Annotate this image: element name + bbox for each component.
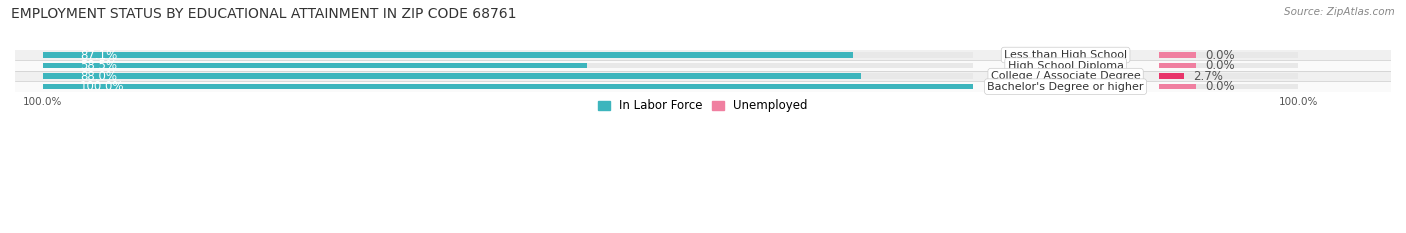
Text: 87.1%: 87.1% [80,48,117,62]
Bar [1159,52,1298,58]
Legend: In Labor Force, Unemployed: In Labor Force, Unemployed [593,94,813,117]
Bar [44,84,973,89]
Text: 2.7%: 2.7% [1192,70,1223,82]
Bar [44,52,973,58]
Bar [44,73,860,79]
Text: College / Associate Degree: College / Associate Degree [991,71,1140,81]
Bar [44,84,973,89]
Text: 58.5%: 58.5% [80,59,117,72]
Bar [0,60,1391,71]
Bar [0,81,1391,92]
Bar [1159,73,1184,79]
Text: Source: ZipAtlas.com: Source: ZipAtlas.com [1284,7,1395,17]
Text: 0.0%: 0.0% [1205,59,1234,72]
Text: 0.0%: 0.0% [1205,80,1234,93]
Bar [44,52,852,58]
Bar [1159,84,1298,89]
Text: High School Diploma: High School Diploma [1008,61,1123,71]
Bar [1159,84,1195,89]
Bar [44,73,973,79]
Text: Less than High School: Less than High School [1004,50,1128,60]
Bar [1159,63,1298,68]
Text: Bachelor's Degree or higher: Bachelor's Degree or higher [987,82,1144,92]
Text: 100.0%: 100.0% [80,80,125,93]
Bar [44,63,973,68]
Text: 88.0%: 88.0% [80,70,117,82]
Bar [1159,63,1195,68]
Bar [1159,73,1298,79]
Bar [44,63,586,68]
Text: 0.0%: 0.0% [1205,48,1234,62]
Text: EMPLOYMENT STATUS BY EDUCATIONAL ATTAINMENT IN ZIP CODE 68761: EMPLOYMENT STATUS BY EDUCATIONAL ATTAINM… [11,7,517,21]
Bar [0,50,1391,60]
Bar [0,71,1391,81]
Bar [1159,52,1195,58]
